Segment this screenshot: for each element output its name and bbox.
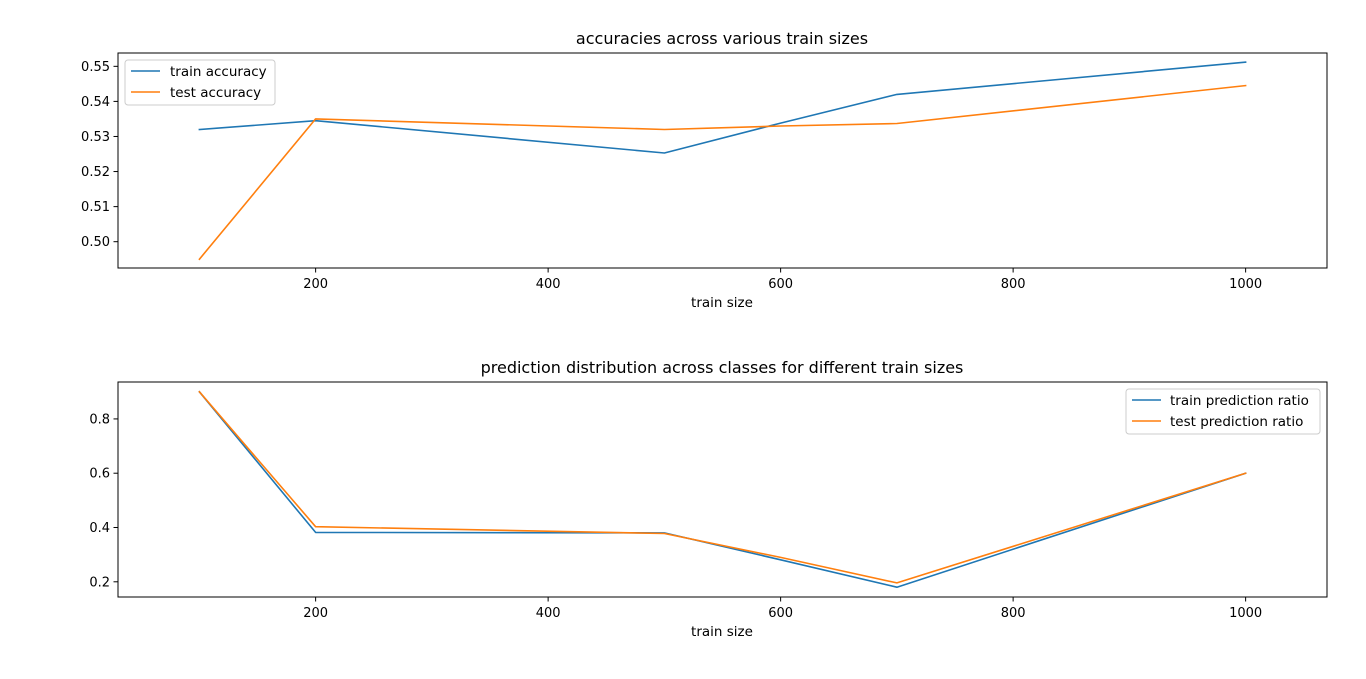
chart-1-plot-area: 200 400 600 800 1000 0.50 0.51 0.52 0.53 0.54 0.55 xyxy=(81,60,1262,292)
chart-2-ytick-label: 0.2 xyxy=(89,575,110,590)
chart-1-xtick-label: 800 xyxy=(1001,277,1026,292)
chart-prediction-distribution: prediction distribution across classes f… xyxy=(89,358,1328,640)
chart-2-ytick-label: 0.8 xyxy=(89,412,110,427)
chart-1-legend: train accuracy test accuracy xyxy=(124,59,276,106)
chart-2-series-train-line xyxy=(198,390,1247,589)
chart-2-xtick-label: 400 xyxy=(536,606,561,621)
chart-2-title: prediction distribution across classes f… xyxy=(481,358,964,377)
chart-2-ytick-label: 0.4 xyxy=(89,521,110,536)
chart-2-xtick-label: 600 xyxy=(768,606,793,621)
chart-1-title: accuracies across various train sizes xyxy=(576,29,868,48)
chart-1-ytick-label: 0.50 xyxy=(81,235,110,250)
chart-1-xlabel: train size xyxy=(691,295,753,311)
chart-2-series-test-line xyxy=(198,390,1247,584)
chart-2-legend-label-test: test prediction ratio xyxy=(1170,414,1303,430)
chart-1-xtick-label: 600 xyxy=(768,277,793,292)
chart-1-series-train-line xyxy=(198,61,1247,154)
chart-1-legend-label-train: train accuracy xyxy=(170,64,267,80)
chart-2-xlabel: train size xyxy=(691,624,753,640)
chart-1-legend-label-test: test accuracy xyxy=(170,85,261,101)
chart-1-xtick-label: 1000 xyxy=(1229,277,1262,292)
chart-2-legend-box xyxy=(1125,388,1321,435)
chart-2-xtick-label: 1000 xyxy=(1229,606,1262,621)
chart-2-axes-frame xyxy=(117,381,1328,598)
chart-2-xtick-label: 200 xyxy=(303,606,328,621)
chart-2-legend-label-train: train prediction ratio xyxy=(1170,393,1309,409)
chart-2-plot-area: 200 400 600 800 1000 0.2 0.4 0.6 0.8 xyxy=(89,390,1262,621)
chart-1-ytick-label: 0.54 xyxy=(81,95,110,110)
chart-1-xtick-label: 200 xyxy=(303,277,328,292)
chart-1-ytick-label: 0.53 xyxy=(81,130,110,145)
chart-1-ytick-label: 0.55 xyxy=(81,60,110,75)
chart-2-ytick-label: 0.6 xyxy=(89,467,110,482)
chart-2-xtick-label: 800 xyxy=(1001,606,1026,621)
chart-accuracies: accuracies across various train sizes 20… xyxy=(81,29,1328,311)
chart-1-series-test-line xyxy=(198,84,1247,261)
chart-1-ytick-label: 0.52 xyxy=(81,165,110,180)
chart-1-legend-box xyxy=(124,59,276,106)
chart-2-legend: train prediction ratio test prediction r… xyxy=(1125,388,1321,435)
chart-1-xtick-label: 400 xyxy=(536,277,561,292)
chart-1-axes-frame xyxy=(117,52,1328,269)
chart-1-ytick-label: 0.51 xyxy=(81,200,110,215)
